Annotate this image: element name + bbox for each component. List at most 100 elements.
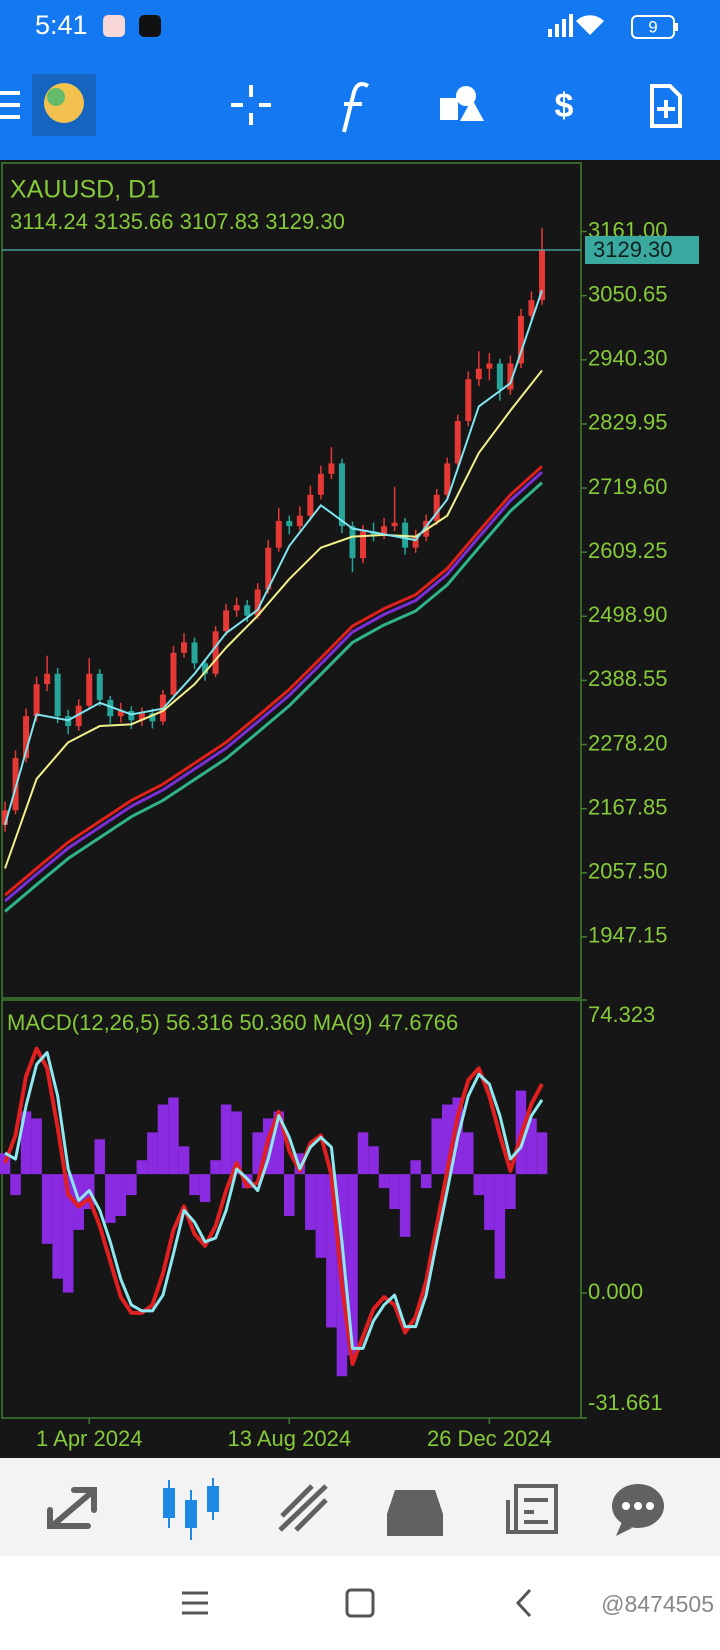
macd-bar (441, 1104, 453, 1175)
battery-level: 9 (648, 17, 657, 36)
macd-bar (157, 1104, 169, 1175)
candle-body (212, 631, 219, 674)
tab-messages[interactable] (612, 1484, 664, 1536)
indicator-button[interactable] (342, 82, 370, 133)
candle-body (349, 526, 356, 559)
price-pane (1, 162, 582, 999)
y-tick-label: 0.000 (588, 1279, 643, 1304)
candle-body (86, 673, 93, 706)
macd-bar (326, 1174, 337, 1328)
price-tag-label: 3129.30 (593, 237, 673, 262)
macd-bar (52, 1174, 63, 1279)
tab-trade[interactable] (278, 1484, 328, 1532)
candle-body (191, 642, 198, 664)
signal-icons (548, 14, 604, 37)
candle-body (412, 536, 419, 548)
macd-bar (189, 1174, 200, 1196)
x-tick-label: 26 Dec 2024 (427, 1426, 552, 1451)
candle-body (2, 810, 8, 825)
candle-body (433, 494, 440, 521)
macd-bar (210, 1160, 221, 1175)
candle-body (454, 420, 461, 464)
candle-body (54, 673, 61, 717)
macd-bar (315, 1174, 327, 1258)
macd-bar (199, 1174, 211, 1203)
x-tick-label: 1 Apr 2024 (36, 1426, 142, 1451)
line (4, 471, 544, 903)
line (4, 369, 543, 869)
line (4, 465, 544, 897)
tab-news[interactable] (506, 1484, 558, 1534)
macd-bar (31, 1118, 42, 1175)
symbol-title: XAUUSD, D1 (10, 176, 160, 204)
objects-button[interactable] (440, 86, 484, 121)
macd-bar (420, 1174, 432, 1189)
macd-bar (220, 1104, 232, 1175)
menu-button[interactable] (0, 91, 20, 119)
macd-bar (484, 1174, 495, 1230)
candle-body (96, 673, 103, 700)
macd-pane (1, 999, 582, 1419)
candle-body (138, 713, 145, 721)
y-tick-label: 2609.25 (588, 538, 668, 563)
y-tick-label: 2388.55 (588, 666, 668, 691)
nav-buttons[interactable] (182, 1588, 532, 1618)
y-tick-label: 74.323 (588, 1002, 655, 1027)
ohlc-text: 3114.24 3135.66 3107.83 3129.30 (10, 209, 345, 234)
candle-body (23, 716, 30, 759)
macd-bar (463, 1132, 474, 1175)
candle-body (539, 249, 545, 301)
macd-bar (526, 1118, 537, 1175)
y-tick-label: 1947.15 (588, 923, 668, 948)
candle-body (117, 710, 124, 717)
candle-body (33, 684, 40, 717)
candle-body (107, 699, 114, 717)
tab-chart[interactable] (163, 1478, 219, 1540)
y-tick-label: 2498.90 (588, 602, 668, 627)
status-icon (139, 15, 161, 37)
tab-history[interactable] (387, 1490, 443, 1536)
macd-bar (410, 1160, 421, 1175)
candle-body (12, 758, 19, 811)
candle-body (254, 589, 261, 616)
candle-body (496, 363, 503, 390)
candle-body (517, 315, 524, 364)
macd-bar (252, 1132, 263, 1175)
candle-body (507, 363, 514, 390)
candle-body (328, 463, 335, 474)
candle-body (233, 605, 240, 611)
candle-body (275, 520, 282, 548)
macd-bar (168, 1097, 179, 1175)
macd-bar (126, 1174, 137, 1196)
macd-bar (473, 1174, 485, 1196)
candle-body (465, 379, 472, 421)
candle-body (286, 520, 293, 527)
macd-bar (178, 1146, 190, 1175)
macd-bar (115, 1174, 127, 1216)
candle-body (528, 300, 535, 316)
crosshair-button[interactable] (231, 85, 271, 125)
macd-bar (273, 1111, 285, 1175)
macd-bar (368, 1146, 379, 1175)
macd-bar (73, 1174, 84, 1230)
new-order-button[interactable] (650, 84, 682, 128)
candle-body (44, 673, 51, 685)
candle-body (181, 642, 187, 653)
candle-body (128, 710, 135, 721)
macd-bar (494, 1174, 506, 1279)
macd-bar (284, 1174, 295, 1216)
macd-bar (0, 1153, 11, 1175)
candle-body (338, 463, 345, 527)
candle-body (360, 531, 366, 559)
macd-bar (347, 1174, 358, 1356)
line (4, 481, 544, 913)
macd-bar (105, 1174, 116, 1223)
macd-title: MACD(12,26,5) 56.316 50.360 MA(9) 47.676… (7, 1010, 458, 1035)
macd-bar (305, 1174, 316, 1230)
line (4, 289, 543, 826)
candle-body (391, 522, 398, 527)
tab-quotes[interactable] (47, 1487, 97, 1529)
battery-tip (674, 23, 678, 31)
trade-button-icon[interactable]: $ (555, 87, 574, 125)
